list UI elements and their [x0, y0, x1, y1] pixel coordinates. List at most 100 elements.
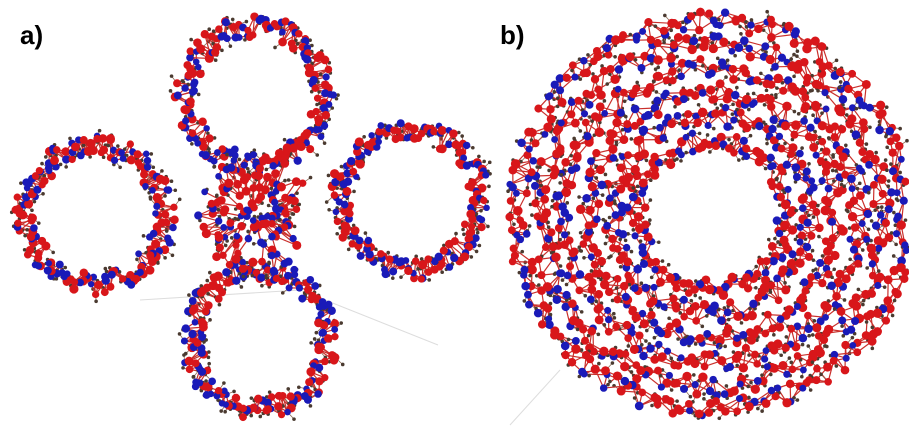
atom	[294, 157, 302, 165]
atom	[152, 210, 159, 217]
atom	[271, 199, 278, 206]
hydrogen	[764, 167, 768, 171]
atom	[144, 164, 151, 171]
hydrogen	[649, 178, 653, 182]
hydrogen	[698, 132, 702, 136]
hydrogen	[313, 337, 317, 341]
atom	[161, 211, 169, 219]
atom	[650, 153, 658, 161]
hydrogen	[471, 146, 475, 150]
hydrogen	[230, 236, 234, 240]
atom	[182, 324, 190, 332]
hydrogen	[19, 181, 23, 185]
hydrogen	[727, 318, 731, 322]
hydrogen	[170, 74, 174, 78]
hydrogen	[224, 244, 228, 248]
hydrogen	[207, 362, 211, 366]
hydrogen	[207, 27, 211, 31]
atom	[377, 122, 384, 129]
atom	[357, 252, 365, 260]
atom	[632, 232, 639, 239]
hydrogen	[440, 270, 444, 274]
hydrogen	[208, 271, 212, 275]
atom	[314, 345, 323, 354]
hydrogen	[648, 218, 652, 222]
atom	[349, 240, 356, 247]
atom	[323, 73, 330, 80]
atom	[14, 194, 21, 201]
hydrogen	[41, 192, 45, 196]
hydrogen	[632, 228, 636, 232]
atom	[71, 142, 80, 151]
atom	[368, 132, 374, 138]
atom	[189, 129, 197, 137]
atom	[144, 157, 152, 165]
atom	[102, 277, 110, 285]
hydrogen	[267, 262, 271, 266]
atom	[61, 147, 70, 156]
hydrogen	[679, 159, 683, 163]
hydrogen	[216, 208, 220, 212]
atom	[377, 250, 385, 258]
hydrogen	[352, 190, 356, 194]
atom	[245, 235, 252, 242]
hydrogen	[667, 263, 671, 267]
atom	[185, 357, 194, 366]
hydrogen	[693, 294, 697, 298]
hydrogen	[245, 20, 249, 24]
atom	[263, 407, 271, 415]
atom	[738, 280, 746, 288]
hydrogen	[292, 212, 296, 216]
hydrogen	[708, 150, 712, 154]
hydrogen	[173, 188, 177, 192]
hydrogen	[706, 133, 710, 137]
atom	[321, 358, 328, 365]
atom	[237, 222, 246, 231]
hydrogen	[64, 165, 68, 169]
atom	[483, 205, 489, 211]
hydrogen	[315, 331, 319, 335]
atom	[236, 203, 243, 210]
hydrogen	[327, 174, 331, 178]
hydrogen	[260, 284, 264, 288]
atom	[204, 301, 213, 310]
atom	[268, 252, 275, 259]
atom	[250, 217, 257, 224]
atom	[375, 138, 382, 145]
atom	[445, 240, 454, 249]
atom	[482, 172, 489, 179]
atom	[92, 291, 99, 298]
atom	[327, 307, 335, 315]
atom	[50, 156, 59, 165]
atom	[446, 263, 453, 270]
hydrogen	[462, 233, 466, 237]
atom	[239, 413, 247, 421]
atom	[314, 390, 322, 398]
hydrogen	[661, 259, 665, 263]
atom	[169, 224, 176, 231]
atom	[644, 170, 652, 178]
atom	[292, 241, 301, 250]
atom	[394, 127, 401, 134]
hydrogen	[794, 238, 798, 242]
atom	[257, 274, 265, 282]
atom	[318, 330, 324, 336]
atom	[350, 168, 358, 176]
hydrogen	[225, 153, 229, 157]
atom	[148, 257, 157, 266]
atom	[315, 119, 322, 126]
atom	[330, 356, 338, 364]
atom	[311, 282, 319, 290]
hydrogen	[23, 234, 27, 238]
atom	[468, 215, 476, 223]
atom	[223, 35, 230, 42]
atom	[397, 119, 405, 127]
atom	[219, 400, 225, 406]
atom	[330, 169, 339, 178]
atom	[196, 69, 205, 78]
hydrogen	[149, 152, 153, 156]
atom	[306, 276, 314, 284]
hydrogen	[773, 237, 777, 241]
atom	[295, 30, 302, 37]
atom	[205, 134, 213, 142]
